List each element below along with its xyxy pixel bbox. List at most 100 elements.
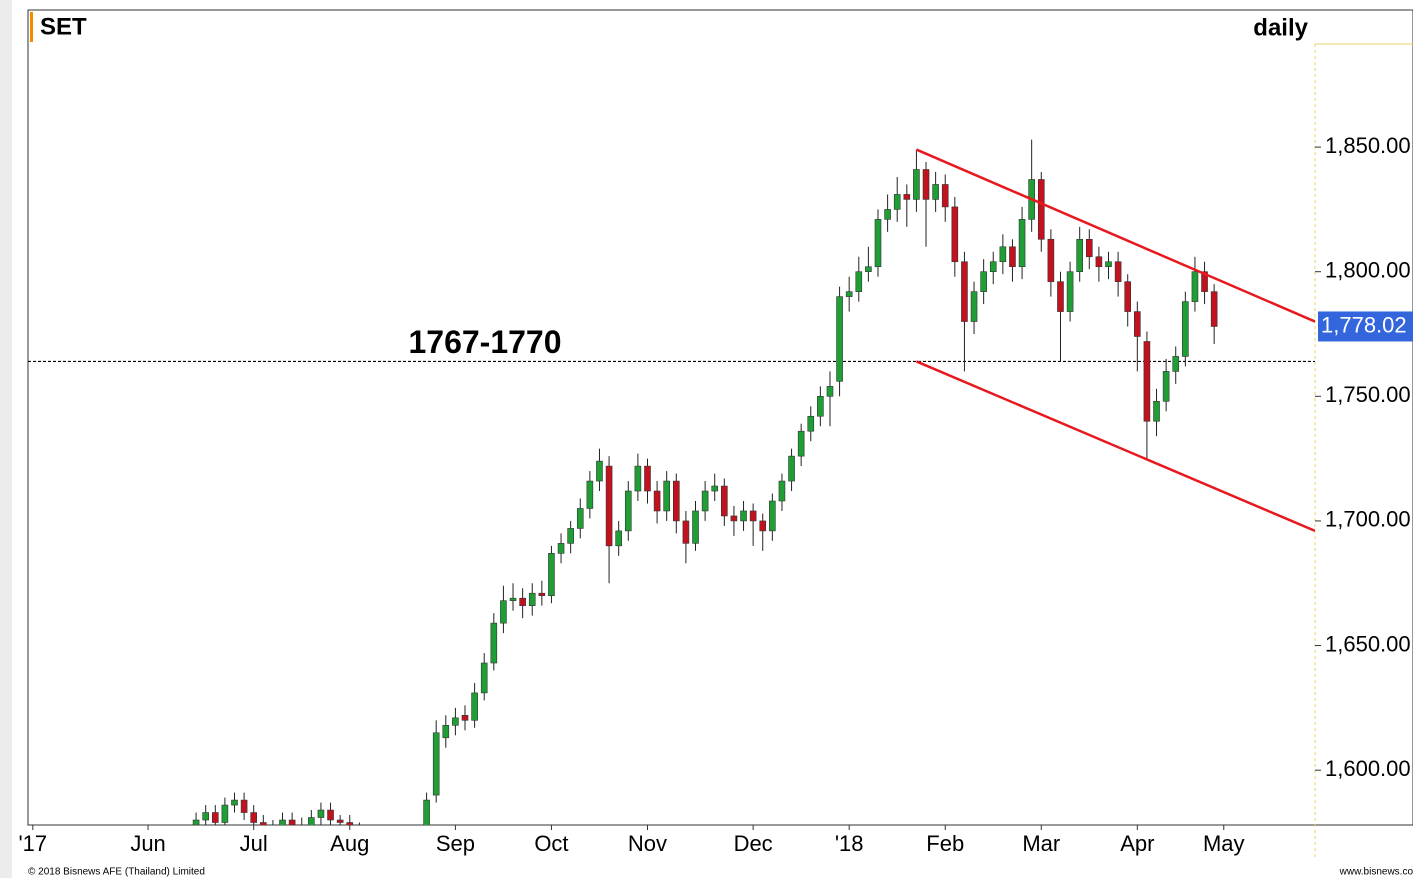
candle-body [1114,261,1122,282]
candle-body [932,184,939,200]
candle-body [749,510,757,522]
plot-frame [27,9,1413,826]
x-tick-label: Apr [1120,831,1154,856]
candle-body [682,520,690,544]
footer-left: © 2018 Bisnews AFE (Thailand) Limited [28,867,205,878]
left-strip [0,0,12,878]
x-tick-label: Oct [534,831,568,856]
candle-body [1057,281,1064,312]
candle-body [250,812,258,823]
y-tick-label: 1,600.00 [1325,756,1411,781]
candle-body [1143,341,1151,422]
candle-body [951,206,959,263]
candle-body [913,169,920,200]
candle-body [1076,238,1083,272]
candle-body [231,799,238,806]
x-tick-label: Jun [130,831,165,856]
candle-body [922,169,930,200]
candle-body [1047,238,1055,282]
candle-body [346,822,354,825]
candle-body [999,246,1007,263]
x-tick-label: Dec [734,831,773,856]
candle-body [769,500,776,532]
x-tick-label: Sep [436,831,475,856]
candle-body [596,460,603,482]
x-tick-label: Mar [1022,831,1060,856]
candle-body [404,840,410,845]
candle-body [836,296,843,382]
candle-body [778,480,786,502]
last-value-tag [1318,311,1413,342]
candle-body [653,490,661,512]
candle-body [807,415,815,432]
candle-body [1095,256,1103,268]
candle-body [903,194,911,200]
candle-body [884,209,891,220]
candle-body [385,837,391,842]
candle-body [480,662,488,694]
candle-body [605,465,613,547]
candle-body [490,622,498,664]
x-tick-label: '17 [18,831,47,856]
x-tick-label: Jul [240,831,268,856]
candle-body [509,597,517,601]
trend-line [915,360,1315,533]
candle-body [692,510,699,544]
candle-body [845,291,853,297]
candle-body [557,543,565,554]
candle-body [586,480,594,509]
candle-body [1162,371,1170,402]
candle-body [1153,400,1160,422]
candle-body [788,455,795,482]
candle-body [432,732,440,796]
candle-body [797,430,805,457]
candle-body [1124,281,1132,312]
candle-body [336,819,344,823]
footer-right: www.bisnews.co [1339,867,1413,878]
candle-body [461,715,469,721]
y-tick-label: 1,750.00 [1325,382,1411,407]
y-tick-label: 1,850.00 [1325,133,1411,158]
x-tick-label: Nov [628,831,667,856]
candle-body [826,386,834,397]
candle-body [442,725,450,739]
candle-body [270,827,276,829]
candle-body [288,819,296,825]
candle-body [1009,246,1016,268]
title-marker [30,12,33,42]
y-tick-label: 1,700.00 [1325,507,1411,532]
candle-body [874,219,882,268]
candle-body [202,812,209,821]
candle-body [730,515,738,522]
candle-body [1210,291,1218,327]
candle-body [519,597,526,606]
candle-body [865,266,872,272]
candle-body [528,592,536,606]
candle-body [740,510,747,522]
candle-body [721,485,728,517]
candle-body [240,799,248,813]
candle-body [1105,261,1112,268]
candle-body [260,822,267,825]
candle-body [279,819,286,825]
x-tick-label: May [1203,831,1245,856]
last-value-label: 1,778.02 [1321,312,1407,337]
candle-body [1182,301,1189,357]
candle-body [624,490,632,532]
candle-body [395,837,401,844]
candle-body [663,480,670,512]
candle-body [471,692,478,721]
candle-body [500,600,507,624]
candle-body [1018,219,1026,268]
candle-body [211,812,219,823]
x-tick-label: '18 [835,831,864,856]
candle-body [452,717,459,726]
candle-body [1191,271,1199,302]
y-tick-label: 1,650.00 [1325,631,1411,656]
plot-area [28,139,1315,845]
candle-body [538,592,546,597]
candle-body [317,809,325,818]
candle-body [567,528,574,544]
candle-body [376,840,382,842]
candle-body [634,465,642,492]
